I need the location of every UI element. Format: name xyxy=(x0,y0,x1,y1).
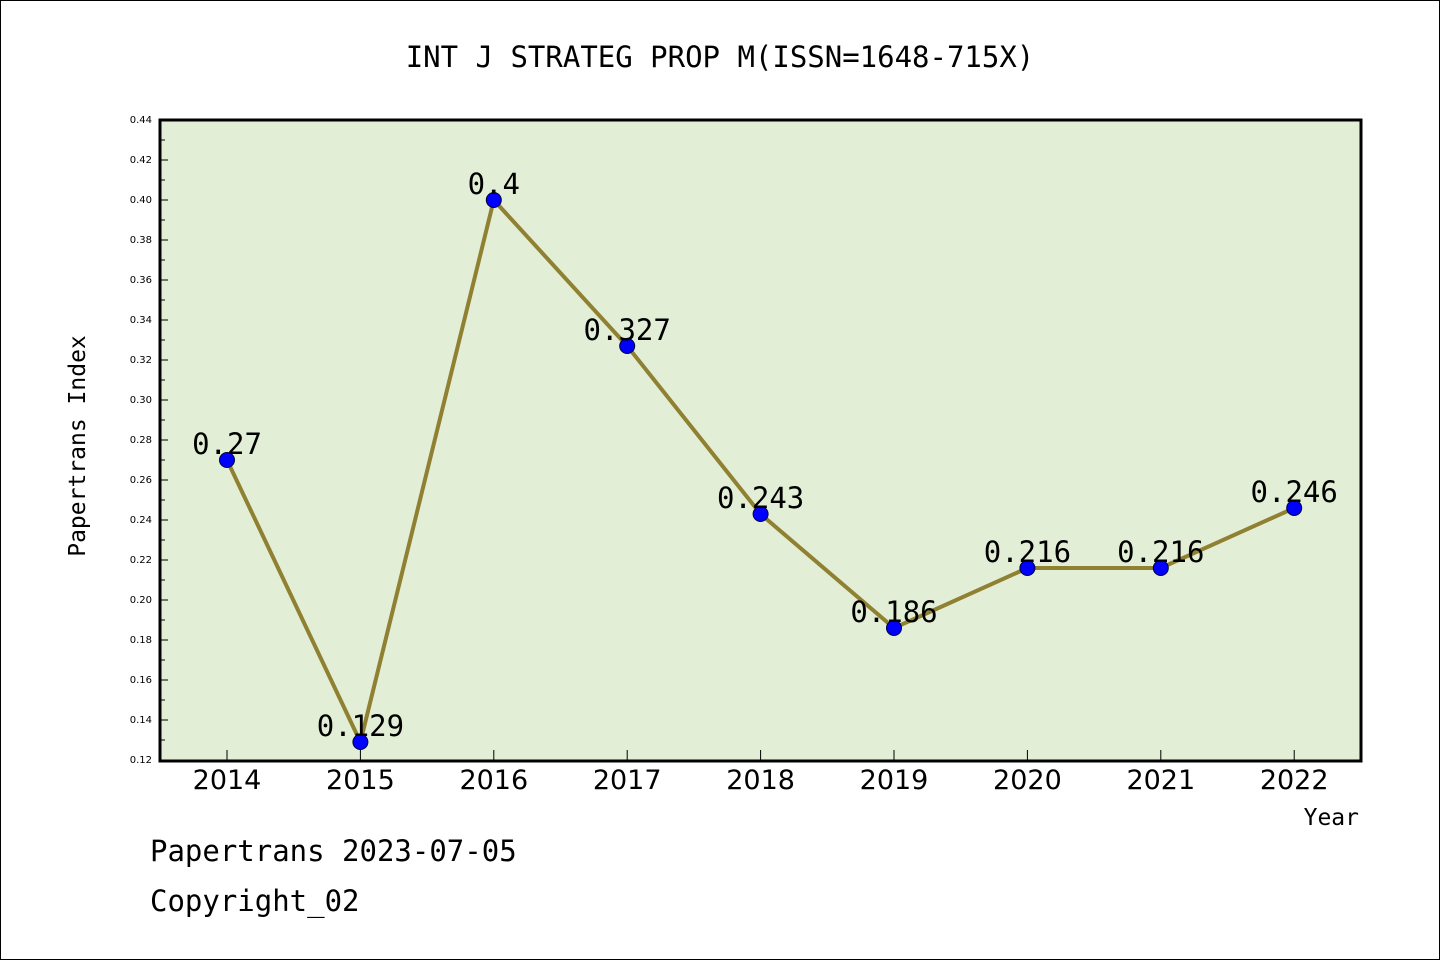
data-point xyxy=(485,192,502,208)
y-tick-label: 0.18 xyxy=(130,635,152,646)
x-axis: 2014 2015 2016 2017 2018 2019 2020 2021 2022 xyxy=(193,750,1329,796)
y-axis-label: Papertrans Index xyxy=(65,335,91,557)
y-tick-label: 0.24 xyxy=(130,515,152,526)
data-label: 0.246 xyxy=(1251,475,1338,509)
data-point xyxy=(619,338,636,354)
data-markers xyxy=(219,192,1303,750)
y-tick-label: 0.16 xyxy=(130,675,152,686)
y-tick-label: 0.44 xyxy=(130,115,152,126)
data-label: 0.27 xyxy=(192,427,262,461)
y-tick-label: 0.34 xyxy=(130,315,152,326)
x-tick-label: 2020 xyxy=(993,765,1062,796)
x-tick-label: 2017 xyxy=(593,765,662,796)
y-tick-label: 0.20 xyxy=(130,595,152,606)
x-tick-label: 2019 xyxy=(860,765,929,796)
y-tick-label: 0.40 xyxy=(130,195,152,206)
y-tick-label: 0.36 xyxy=(130,275,152,286)
y-tick-label: 0.42 xyxy=(130,155,152,166)
plot-area xyxy=(158,118,1363,763)
y-tick-label: 0.22 xyxy=(130,555,152,566)
y-tick-label: 0.14 xyxy=(130,715,152,726)
data-label: 0.4 xyxy=(468,167,520,201)
data-labels: 0.27 0.129 0.4 0.327 0.243 0.186 0.216 0.216 0.2… xyxy=(192,167,1338,743)
y-tick-label: 0.26 xyxy=(130,475,152,486)
y-tick-label: 0.30 xyxy=(130,395,152,406)
y-tick-label: 0.28 xyxy=(130,435,152,446)
data-point xyxy=(219,452,235,468)
data-label: 0.186 xyxy=(850,595,937,629)
data-point xyxy=(1019,560,1036,576)
data-label: 0.243 xyxy=(717,481,804,515)
y-tick-label: 0.32 xyxy=(130,355,152,366)
x-axis-label: Year xyxy=(1304,805,1359,831)
footer-copyright: Copyright_02 xyxy=(150,884,360,918)
data-point xyxy=(1286,500,1303,516)
x-tick-label: 2015 xyxy=(326,765,395,796)
x-tick-label: 2018 xyxy=(726,765,795,796)
data-point xyxy=(752,506,769,522)
data-point xyxy=(352,734,369,750)
x-tick-label: 2021 xyxy=(1126,765,1195,796)
data-label: 0.327 xyxy=(584,313,671,347)
y-axis: 0.12 0.14 0.16 0.18 0.20 0.22 0.24 0.26 0.28 0.30… xyxy=(130,115,168,766)
data-point xyxy=(886,620,902,636)
x-tick-label: 2022 xyxy=(1260,765,1329,796)
x-tick-label: 2014 xyxy=(193,765,262,796)
chart-title: INT J STRATEG PROP M(ISSN=1648-715X) xyxy=(406,40,1035,74)
data-label: 0.216 xyxy=(984,535,1071,569)
data-label: 0.216 xyxy=(1117,535,1204,569)
data-label: 0.129 xyxy=(317,709,404,743)
x-tick-label: 2016 xyxy=(459,765,528,796)
y-tick-label: 0.38 xyxy=(130,235,152,246)
data-point xyxy=(1152,560,1169,576)
y-tick-label: 0.12 xyxy=(130,755,152,766)
footer-date: Papertrans 2023-07-05 xyxy=(150,834,517,868)
